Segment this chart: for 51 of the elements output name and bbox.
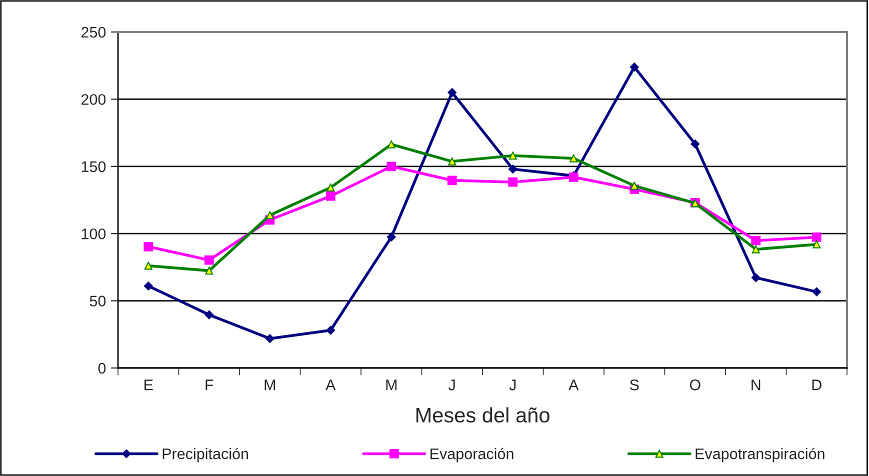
x-tick-label: J [448,380,455,390]
x-tick-label: A [326,380,336,390]
point [630,62,639,72]
point [204,255,214,265]
y-tick-label: 150 [82,161,106,172]
x-tick-label: S [630,380,639,390]
y-tick-label: 200 [81,94,106,105]
legend-label: Precipitación [162,448,248,462]
y-tick-label: 0 [98,362,106,374]
point [326,191,336,201]
point [508,177,518,187]
x-tick-label: J [509,380,516,390]
x-tick-label: A [568,380,579,390]
point [508,152,517,160]
point [386,162,396,172]
point [812,232,822,242]
point [204,310,214,320]
point [386,232,396,242]
legend-label: Evaporación [430,448,514,462]
point [205,266,214,275]
point [326,184,335,192]
x-tick-label: M [264,380,275,390]
x-axis-title: Meses del año [416,407,550,423]
point [144,262,152,270]
y-tick-label: 100 [82,228,106,240]
point [570,154,578,162]
x-tick-label: M [386,380,396,390]
point [448,157,456,166]
legend-label: Evapotranspiración [696,448,824,462]
point [812,287,822,296]
y-tick-label: 250 [81,26,106,38]
point [751,236,761,246]
point [812,240,821,248]
point [630,182,638,190]
point [448,88,457,97]
point [751,273,760,282]
point [144,242,154,252]
x-tick-label: N [752,380,760,390]
point [508,164,518,174]
point [326,326,336,335]
x-tick-label: O [690,380,700,390]
x-tick-label: F [206,380,214,390]
point [690,140,700,148]
x-tick-label: E [144,380,153,390]
point [387,140,396,148]
point [144,282,153,290]
y-tick-label: 50 [90,296,106,306]
x-tick-label: D [812,380,822,390]
point [752,245,760,254]
point [447,176,457,186]
point [265,334,274,344]
